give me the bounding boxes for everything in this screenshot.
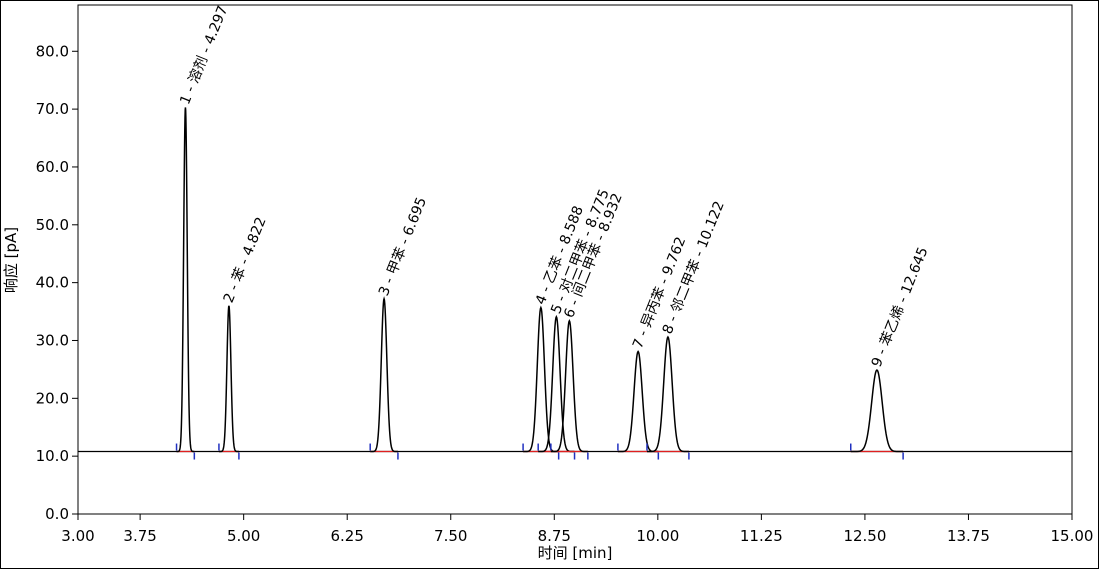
x-tick-label: 5.00: [227, 527, 260, 545]
x-tick-label: 3.75: [123, 527, 156, 545]
peak: [218, 305, 239, 453]
x-tick-label: 6.25: [331, 527, 364, 545]
y-tick-label: 20.0: [36, 389, 69, 407]
x-tick-label: 10.00: [636, 527, 679, 545]
peak: [176, 107, 195, 453]
y-tick-label: 30.0: [36, 331, 69, 349]
peak: [617, 350, 659, 453]
y-tick-label: 40.0: [36, 274, 69, 292]
peak: [370, 296, 398, 453]
peak-label: 2 - 苯 - 4.822: [220, 215, 270, 306]
y-axis-title: 响应 [pA]: [2, 227, 20, 293]
peak: [850, 368, 904, 453]
plot-area: [77, 4, 1073, 515]
y-tick-label: 50.0: [36, 216, 69, 234]
y-tick-label: 70.0: [36, 100, 69, 118]
peak: [550, 319, 588, 453]
x-tick-label: 12.50: [843, 527, 886, 545]
y-tick-label: 0.0: [45, 505, 69, 523]
y-tick-label: 80.0: [36, 42, 69, 60]
y-tick-label: 60.0: [36, 158, 69, 176]
x-tick-label: 15.00: [1051, 527, 1094, 545]
y-tick-label: 10.0: [36, 447, 69, 465]
x-axis-title: 时间 [min]: [538, 544, 613, 562]
x-tick-label: 7.50: [434, 527, 467, 545]
peak-label: 9 - 苯乙烯 - 12.645: [868, 245, 932, 370]
x-tick-label: 13.75: [947, 527, 990, 545]
x-tick-label: 3.00: [61, 527, 94, 545]
x-tick-label: 11.25: [740, 527, 783, 545]
peak-label: 1 - 溶剂 - 4.297: [177, 4, 231, 107]
x-tick-label: 8.75: [538, 527, 571, 545]
peak: [523, 305, 559, 453]
peak-label: 3 - 甲苯 - 6.695: [375, 195, 430, 299]
peak: [646, 335, 689, 453]
